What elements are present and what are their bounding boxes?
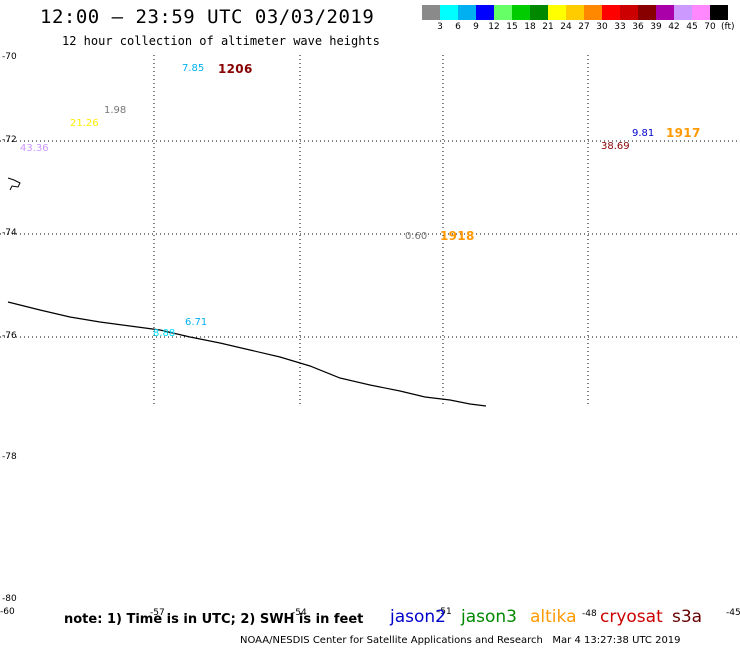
latitude-label: -78 — [2, 452, 17, 462]
scale-swatch — [530, 5, 548, 20]
credit-timestamp: Mar 4 13:27:38 UTC 2019 — [552, 635, 681, 646]
latitude-label: -76 — [2, 331, 17, 341]
scale-swatch — [692, 5, 710, 20]
wave-height-value: 1.98 — [104, 105, 127, 116]
satellite-s3a: s3a — [672, 607, 703, 627]
antarctic-coastline — [7, 301, 487, 407]
satellite-cryosat: cryosat — [600, 607, 663, 627]
scale-label: 30 — [596, 22, 608, 32]
satellite-jason2: jason2 — [390, 607, 446, 627]
satellite-jason3: jason3 — [461, 607, 517, 627]
scale-swatch — [674, 5, 692, 20]
scale-label: 36 — [632, 22, 644, 32]
scale-swatch — [440, 5, 458, 20]
scale-swatch — [620, 5, 638, 20]
pass-time-label: 1206 — [218, 62, 253, 76]
scale-swatch — [584, 5, 602, 20]
scale-swatch — [422, 5, 440, 20]
scale-label: 27 — [578, 22, 590, 32]
color-scale-labels: 3 6 9 12 15 18 21 24 27 30 33 36 39 42 45 70 (ft) — [422, 22, 740, 34]
wave-height-value: 21.26 — [70, 118, 99, 129]
scale-label: 6 — [455, 22, 461, 32]
scale-label: 9 — [473, 22, 479, 32]
pass-time-label: 1918 — [440, 229, 475, 243]
scale-label: 3 — [437, 22, 443, 32]
scale-label: 12 — [488, 22, 500, 32]
wave-height-value: 38.69 — [601, 141, 630, 152]
scale-label: 70 — [704, 22, 716, 32]
footer-note: note: 1) Time is in UTC; 2) SWH is in fe… — [64, 612, 364, 627]
scale-swatch — [638, 5, 656, 20]
scale-swatch — [548, 5, 566, 20]
scale-label: 15 — [506, 22, 518, 32]
scale-swatch — [602, 5, 620, 20]
scale-swatch — [566, 5, 584, 20]
footer-credit: NOAA/NESDIS Center for Satellite Applica… — [240, 635, 681, 646]
wave-height-value: 0.60 — [405, 231, 428, 242]
wave-height-value: 7.85 — [182, 63, 205, 74]
scale-label: 33 — [614, 22, 626, 32]
longitude-label: -45 — [726, 608, 740, 618]
latitude-label: -72 — [2, 135, 17, 145]
scale-swatch — [458, 5, 476, 20]
scale-swatch — [494, 5, 512, 20]
scale-label: 42 — [668, 22, 680, 32]
scale-swatch — [656, 5, 674, 20]
scale-label: 18 — [524, 22, 536, 32]
scale-swatch — [512, 5, 530, 20]
scale-unit: (ft) — [721, 22, 735, 32]
map-title: 12:00 — 23:59 UTC 03/03/2019 — [40, 6, 375, 28]
scale-label: 21 — [542, 22, 554, 32]
wave-height-color-scale — [422, 5, 728, 20]
wave-height-value: 43.36 — [20, 143, 49, 154]
satellite-altika: altika — [530, 607, 577, 627]
pass-time-label: 1917 — [666, 126, 701, 140]
map-subtitle: 12 hour collection of altimeter wave hei… — [62, 34, 380, 48]
scale-swatch — [476, 5, 494, 20]
wave-height-value: 8.88 — [153, 328, 176, 339]
latitude-label: -74 — [2, 228, 17, 238]
longitude-label: -51 — [437, 607, 452, 617]
graticule — [0, 55, 740, 405]
wave-height-value: 6.71 — [185, 317, 208, 328]
longitude-label: -60 — [0, 607, 15, 617]
longitude-label: -57 — [150, 608, 165, 618]
longitude-label: -54 — [292, 608, 307, 618]
wave-height-value: 9.81 — [632, 128, 655, 139]
scale-label: 39 — [650, 22, 662, 32]
credit-text: NOAA/NESDIS Center for Satellite Applica… — [240, 635, 543, 646]
scale-swatch — [710, 5, 728, 20]
latitude-label: -70 — [2, 52, 17, 62]
scale-label: 24 — [560, 22, 572, 32]
latitude-label: -80 — [2, 594, 17, 604]
scale-label: 45 — [686, 22, 698, 32]
island-coastline — [7, 177, 21, 191]
longitude-label: -48 — [582, 609, 597, 619]
